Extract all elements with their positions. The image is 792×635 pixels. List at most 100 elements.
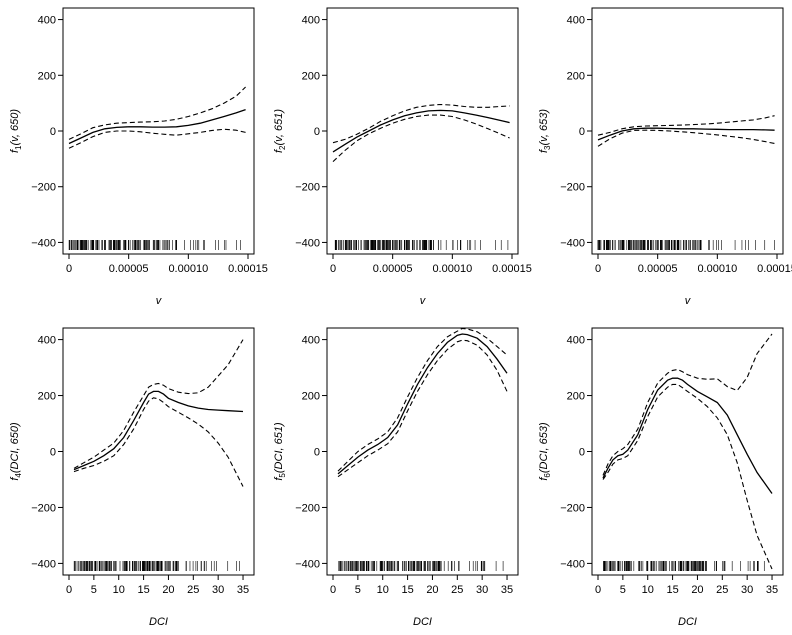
- plot-frame: [62, 327, 255, 576]
- rug-marks: [597, 240, 775, 250]
- x-tick-label: 20: [691, 584, 703, 596]
- x-tick-label: 30: [212, 584, 224, 596]
- x-tick-label: 35: [501, 584, 513, 596]
- y-tick-label: 0: [579, 447, 585, 459]
- x-tick-label: 0: [595, 263, 601, 275]
- x-tick-label: 30: [476, 584, 488, 596]
- confidence-band: [73, 397, 244, 487]
- x-tick-label: 5: [355, 584, 361, 596]
- y-axis-label: f6(DCI, 653): [538, 422, 552, 481]
- plot-frame: [326, 327, 519, 576]
- confidence-band: [68, 86, 246, 140]
- plot-frame: [326, 7, 519, 255]
- y-tick-label: 400: [567, 15, 585, 27]
- plot-frame: [591, 327, 784, 576]
- y-tick-label: −200: [31, 502, 56, 514]
- x-tick-label: 35: [237, 584, 249, 596]
- x-tick-label: 0: [66, 263, 72, 275]
- fit-line: [597, 127, 775, 141]
- rug-marks: [603, 561, 765, 571]
- y-tick-label: 200: [38, 70, 56, 82]
- y-tick-label: −200: [560, 182, 585, 194]
- x-tick-label: 0: [330, 584, 336, 596]
- x-tick-label: 5: [620, 584, 626, 596]
- rug-marks: [68, 240, 241, 250]
- x-tick-label: 15: [401, 584, 413, 596]
- y-axis-label: f4(DCI, 650): [9, 422, 23, 481]
- confidence-band: [332, 114, 510, 163]
- confidence-band: [332, 103, 510, 144]
- x-tick-label: 25: [187, 584, 199, 596]
- y-tick-label: −400: [295, 558, 320, 570]
- y-tick-label: 400: [567, 335, 585, 347]
- panel-5: −400 −200 0 200 400 0 5 10 15 20 25 30 35 DCI f5(DCI, …: [273, 327, 519, 628]
- confidence-band: [602, 383, 773, 570]
- y-tick-label: 0: [50, 126, 56, 138]
- x-tick-label: 0.00005: [109, 263, 149, 275]
- confidence-band: [68, 128, 246, 149]
- y-tick-label: −200: [31, 182, 56, 194]
- y-tick-label: −200: [295, 182, 320, 194]
- y-tick-label: 0: [50, 447, 56, 459]
- panel-6: −400 −200 0 200 400 0 5 10 15 20 25 30 35 DCI f6(DCI, …: [538, 327, 784, 628]
- y-axis-label: f1(v, 650): [9, 109, 23, 153]
- x-tick-label: 0.00015: [492, 263, 532, 275]
- x-tick-label: 20: [162, 584, 174, 596]
- x-tick-label: 15: [137, 584, 149, 596]
- x-tick-label: 10: [642, 584, 654, 596]
- x-axis-label: DCI: [149, 616, 168, 628]
- y-tick-label: −400: [31, 237, 56, 249]
- y-tick-label: −400: [560, 558, 585, 570]
- y-tick-label: 0: [314, 126, 320, 138]
- x-tick-label: 25: [716, 584, 728, 596]
- y-tick-label: 200: [567, 391, 585, 403]
- x-tick-label: 0.00010: [697, 263, 737, 275]
- fit-line: [68, 108, 246, 145]
- panel-2: −400 −200 0 200 400 0 0.00005 0.00010 0.00015 v f2…: [273, 7, 532, 307]
- y-tick-label: 400: [302, 335, 320, 347]
- y-tick-label: 400: [38, 335, 56, 347]
- x-tick-label: 0.00015: [228, 263, 268, 275]
- x-tick-label: 0.00010: [168, 263, 208, 275]
- y-tick-label: −200: [295, 502, 320, 514]
- x-tick-label: 25: [451, 584, 463, 596]
- x-axis-label: v: [420, 295, 427, 307]
- x-tick-label: 0: [595, 584, 601, 596]
- x-tick-label: 0.00005: [373, 263, 413, 275]
- rug-marks: [338, 561, 504, 571]
- x-axis-label: v: [685, 295, 692, 307]
- confidence-band: [337, 339, 508, 478]
- y-tick-label: 0: [579, 126, 585, 138]
- x-axis-label: DCI: [678, 616, 697, 628]
- x-axis-label: v: [156, 295, 163, 307]
- x-tick-label: 20: [426, 584, 438, 596]
- y-tick-label: −400: [560, 237, 585, 249]
- fit-line: [602, 377, 773, 494]
- y-tick-label: 400: [38, 15, 56, 27]
- x-tick-label: 30: [741, 584, 753, 596]
- y-tick-label: 200: [567, 70, 585, 82]
- plot-frame: [62, 7, 255, 255]
- panel-3: −400 −200 0 200 400 0 0.00005 0.00010 0.00015 v f3…: [538, 7, 792, 307]
- confidence-band: [602, 333, 773, 476]
- y-axis-label: f5(DCI, 651): [273, 422, 287, 481]
- x-tick-label: 0: [66, 584, 72, 596]
- x-tick-label: 10: [113, 584, 125, 596]
- y-tick-label: −400: [295, 237, 320, 249]
- y-tick-label: −400: [31, 558, 56, 570]
- y-axis-label: f3(v, 653): [538, 109, 552, 153]
- fit-line: [73, 390, 244, 471]
- fit-line: [337, 333, 508, 475]
- confidence-band: [597, 129, 775, 147]
- x-tick-label: 0.00005: [638, 263, 678, 275]
- x-tick-label: 35: [766, 584, 778, 596]
- x-tick-label: 0.00015: [757, 263, 792, 275]
- x-tick-label: 0: [330, 263, 336, 275]
- x-tick-label: 5: [91, 584, 97, 596]
- x-tick-label: 10: [377, 584, 389, 596]
- y-tick-label: 0: [314, 447, 320, 459]
- panel-1: −400 −200 0 200 400 0 0.00005 0.00010 0.00015 v f1…: [9, 7, 268, 307]
- y-tick-label: −200: [560, 502, 585, 514]
- confidence-band: [73, 339, 244, 469]
